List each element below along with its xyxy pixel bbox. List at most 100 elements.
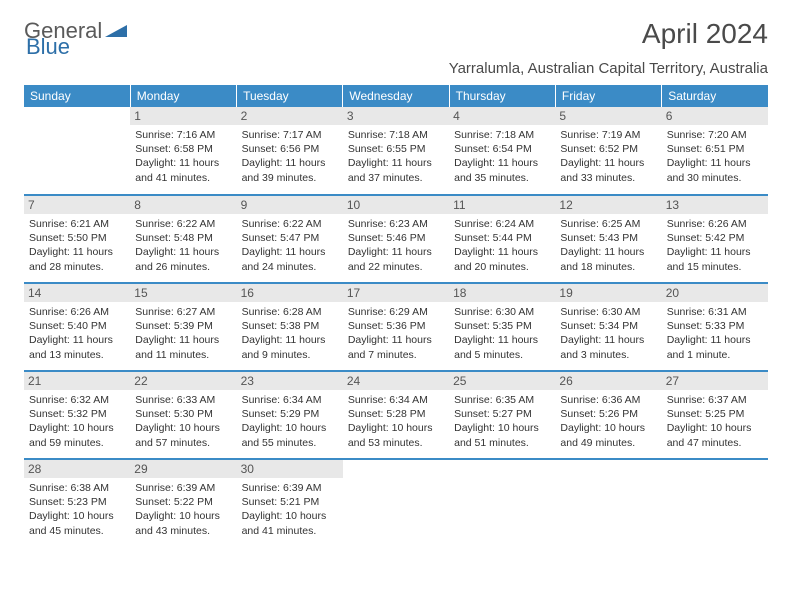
sunrise-label: Sunrise:	[135, 218, 174, 230]
calendar-day-cell: 14Sunrise: 6:26 AMSunset: 5:40 PMDayligh…	[24, 283, 130, 371]
sunrise-label: Sunrise:	[348, 306, 387, 318]
sunrise-label: Sunrise:	[242, 129, 281, 141]
calendar-week-row: 28 Sunrise: 6:38 AMSunset: 5:23 PMDayligh…	[24, 459, 768, 547]
sunrise-label: Sunrise:	[348, 218, 387, 230]
daylight-label: Daylight:	[667, 246, 708, 258]
daylight-label: Daylight:	[667, 422, 708, 434]
day-details: Sunrise: 7:20 AMSunset: 6:51 PMDaylight:…	[667, 128, 763, 185]
day-number: 27	[662, 372, 768, 390]
sunset-label: Sunset:	[348, 232, 384, 244]
sunset-label: Sunset:	[242, 408, 278, 420]
day-details: Sunrise: 6:21 AMSunset: 5:50 PMDaylight:…	[29, 217, 125, 274]
day-number: 26	[555, 372, 661, 390]
sunset-value: 6:55 PM	[386, 143, 425, 155]
sunset-label: Sunset:	[454, 320, 490, 332]
sunset-value: 5:46 PM	[386, 232, 425, 244]
day-number: 23	[237, 372, 343, 390]
day-details: Sunrise: 6:31 AMSunset: 5:33 PMDaylight:…	[667, 305, 763, 362]
daylight-label: Daylight:	[454, 157, 495, 169]
sunset-label: Sunset:	[242, 143, 278, 155]
daylight-label: Daylight:	[242, 246, 283, 258]
sunrise-value: 6:27 AM	[177, 306, 216, 318]
sunrise-label: Sunrise:	[560, 394, 599, 406]
calendar-day-cell: 29Sunrise: 6:39 AMSunset: 5:22 PMDayligh…	[130, 459, 236, 547]
day-number: 24	[343, 372, 449, 390]
sunrise-value: 7:16 AM	[177, 129, 216, 141]
sunset-label: Sunset:	[29, 408, 65, 420]
sunrise-value: 6:37 AM	[708, 394, 747, 406]
day-details: Sunrise: 6:38 AMSunset: 5:23 PMDaylight:…	[29, 481, 125, 538]
sunrise-value: 6:34 AM	[283, 394, 322, 406]
sunrise-label: Sunrise:	[242, 482, 281, 494]
sunrise-label: Sunrise:	[29, 306, 68, 318]
sunset-value: 5:38 PM	[280, 320, 319, 332]
day-details: Sunrise: 6:33 AMSunset: 5:30 PMDaylight:…	[135, 393, 231, 450]
sunset-value: 5:35 PM	[493, 320, 532, 332]
calendar-day-cell: 27Sunrise: 6:37 AMSunset: 5:25 PMDayligh…	[662, 371, 768, 459]
calendar-day-cell: 24Sunrise: 6:34 AMSunset: 5:28 PMDayligh…	[343, 371, 449, 459]
sunset-label: Sunset:	[135, 143, 171, 155]
sunrise-label: Sunrise:	[135, 306, 174, 318]
sunrise-value: 7:20 AM	[708, 129, 747, 141]
weekday-header: Thursday	[449, 85, 555, 107]
daylight-label: Daylight:	[242, 422, 283, 434]
daylight-label: Daylight:	[135, 157, 176, 169]
day-number: 15	[130, 284, 236, 302]
day-number: 9	[237, 196, 343, 214]
sunset-value: 5:22 PM	[174, 496, 213, 508]
day-details: Sunrise: 6:22 AMSunset: 5:48 PMDaylight:…	[135, 217, 231, 274]
sunset-value: 5:43 PM	[599, 232, 638, 244]
day-number: 25	[449, 372, 555, 390]
sunrise-label: Sunrise:	[242, 218, 281, 230]
day-number: 19	[555, 284, 661, 302]
sunrise-label: Sunrise:	[667, 306, 706, 318]
daylight-label: Daylight:	[135, 422, 176, 434]
sunset-value: 5:32 PM	[68, 408, 107, 420]
sunset-value: 5:44 PM	[493, 232, 532, 244]
day-details: Sunrise: 7:18 AMSunset: 6:55 PMDaylight:…	[348, 128, 444, 185]
sunrise-value: 6:21 AM	[70, 218, 109, 230]
calendar-day-cell: 25Sunrise: 6:35 AMSunset: 5:27 PMDayligh…	[449, 371, 555, 459]
day-details: Sunrise: 7:19 AMSunset: 6:52 PMDaylight:…	[560, 128, 656, 185]
sunrise-value: 6:38 AM	[70, 482, 109, 494]
weekday-header: Sunday	[24, 85, 130, 107]
weekday-header: Wednesday	[343, 85, 449, 107]
sunset-value: 5:28 PM	[386, 408, 425, 420]
day-details: Sunrise: 6:26 AMSunset: 5:42 PMDaylight:…	[667, 217, 763, 274]
daylight-label: Daylight:	[29, 246, 70, 258]
sunrise-label: Sunrise:	[667, 218, 706, 230]
day-number: 8	[130, 196, 236, 214]
sunset-label: Sunset:	[667, 320, 703, 332]
sunrise-value: 7:18 AM	[496, 129, 535, 141]
sunrise-label: Sunrise:	[135, 129, 174, 141]
day-details: Sunrise: 6:39 AMSunset: 5:22 PMDaylight:…	[135, 481, 231, 538]
calendar-day-cell	[662, 459, 768, 547]
calendar-day-cell: 15 Sunrise: 6:27 AMSunset: 5:39 PMDayligh…	[130, 283, 236, 371]
day-number: 7	[24, 196, 130, 214]
day-number: 28	[24, 460, 130, 478]
daylight-label: Daylight:	[348, 157, 389, 169]
sunset-label: Sunset:	[242, 232, 278, 244]
day-number: 4	[449, 107, 555, 125]
sunrise-value: 6:22 AM	[177, 218, 216, 230]
calendar-day-cell: 28 Sunrise: 6:38 AMSunset: 5:23 PMDayligh…	[24, 459, 130, 547]
sunrise-value: 6:22 AM	[283, 218, 322, 230]
sunset-label: Sunset:	[29, 320, 65, 332]
day-details: Sunrise: 6:32 AMSunset: 5:32 PMDaylight:…	[29, 393, 125, 450]
daylight-label: Daylight:	[454, 246, 495, 258]
day-number: 1	[130, 107, 236, 125]
sunset-label: Sunset:	[560, 143, 596, 155]
sunset-value: 6:54 PM	[493, 143, 532, 155]
calendar-day-cell	[343, 459, 449, 547]
sunset-value: 5:21 PM	[280, 496, 319, 508]
day-number: 10	[343, 196, 449, 214]
day-details: Sunrise: 6:27 AMSunset: 5:39 PMDaylight:…	[135, 305, 231, 362]
day-number: 5	[555, 107, 661, 125]
sunrise-label: Sunrise:	[454, 218, 493, 230]
day-details: Sunrise: 6:25 AMSunset: 5:43 PMDaylight:…	[560, 217, 656, 274]
day-details: Sunrise: 6:28 AMSunset: 5:38 PMDaylight:…	[242, 305, 338, 362]
sunrise-label: Sunrise:	[29, 482, 68, 494]
sunset-value: 5:40 PM	[68, 320, 107, 332]
page-title: April 2024	[642, 18, 768, 50]
sunset-value: 6:58 PM	[174, 143, 213, 155]
